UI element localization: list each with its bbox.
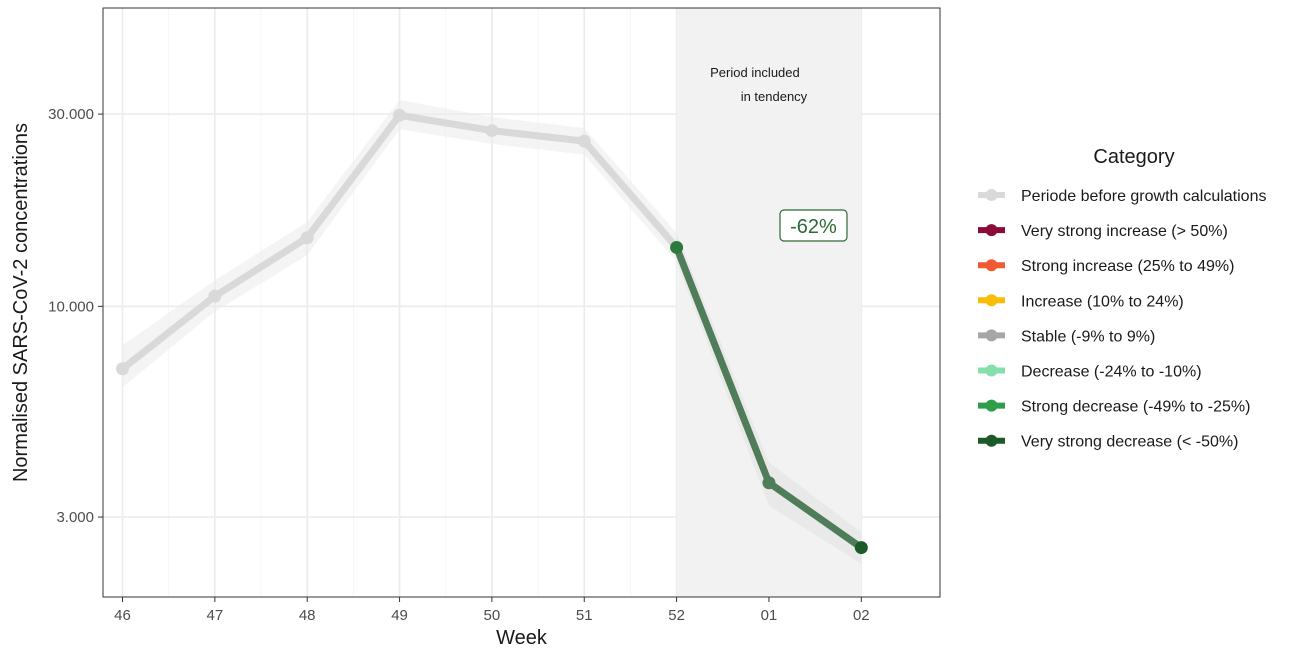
legend-item: Strong increase (25% to 49%) (978, 258, 1234, 275)
legend-item-label: Decrease (-24% to -10%) (1021, 364, 1202, 381)
y-tick-label: 10.000 (48, 298, 94, 315)
legend-key-point (985, 364, 998, 377)
plot-panel-border (102, 7, 941, 598)
y-tick-label: 30.000 (48, 106, 94, 123)
x-tick-label: 50 (484, 607, 501, 624)
legend-key-point (985, 434, 998, 447)
data-point-trend (670, 240, 684, 254)
data-point-before (485, 124, 499, 138)
x-tick-label: 46 (114, 607, 131, 624)
data-point-before (208, 289, 222, 303)
points-group (116, 108, 868, 555)
legend-item-label: Periode before growth calculations (1021, 188, 1266, 205)
legend-item: Increase (10% to 24%) (978, 293, 1184, 310)
legend-item-label: Increase (10% to 24%) (1021, 293, 1184, 310)
legend-item-label: Stable (-9% to 9%) (1021, 328, 1155, 345)
legend-item-label: Very strong increase (> 50%) (1021, 223, 1228, 240)
legend-title: Category (1093, 146, 1174, 168)
x-tick-label: 49 (391, 607, 408, 624)
data-point-trend (762, 476, 776, 490)
x-tick-label: 48 (299, 607, 316, 624)
legend-item: Decrease (-24% to -10%) (978, 364, 1202, 381)
legend-item: Very strong increase (> 50%) (978, 223, 1228, 240)
y-tick-label: 3.000 (56, 509, 94, 526)
tendency-badge: -62% (779, 209, 848, 242)
legend-key-point (985, 294, 998, 307)
tendency-badge-box (779, 209, 848, 242)
legend-key-point (985, 189, 998, 201)
legend-item: Periode before growth calculations (978, 188, 1266, 205)
data-point-before (393, 108, 407, 122)
legend-item: Stable (-9% to 9%) (978, 328, 1155, 345)
x-tick-label: 01 (761, 607, 778, 624)
y-axis-title: Normalised SARS-CoV-2 concentrations (10, 123, 32, 482)
data-point-before (577, 134, 591, 148)
legend-item-label: Strong increase (25% to 49%) (1021, 258, 1234, 275)
legend-key-point (985, 224, 998, 237)
legend-item-label: Very strong decrease (< -50%) (1021, 434, 1238, 451)
data-point-trend (854, 541, 868, 555)
legend-key-point (985, 399, 998, 412)
tendency-badge-label: -62% (790, 216, 837, 238)
period-label-line2: in tendency (741, 89, 808, 104)
axes: 46 47 48 49 50 51 52 01 02 3.000 10.000 30.000 (48, 106, 870, 624)
data-point-before (300, 231, 314, 245)
x-tick-label: 47 (207, 607, 224, 624)
x-tick-label: 02 (853, 607, 870, 624)
x-tick-label: 52 (668, 607, 685, 624)
period-label-line1: Period included (710, 65, 800, 80)
legend-item: Strong decrease (-49% to -25%) (978, 399, 1250, 416)
legend-item-label: Strong decrease (-49% to -25%) (1021, 399, 1250, 416)
legend-item: Very strong decrease (< -50%) (978, 434, 1238, 451)
data-point-before (116, 362, 129, 376)
x-axis-title: Week (496, 627, 548, 649)
legend: Category Periode before growth calculati… (978, 146, 1266, 451)
legend-key-point (985, 259, 998, 272)
legend-key-point (985, 329, 998, 342)
x-tick-label: 51 (576, 607, 593, 624)
